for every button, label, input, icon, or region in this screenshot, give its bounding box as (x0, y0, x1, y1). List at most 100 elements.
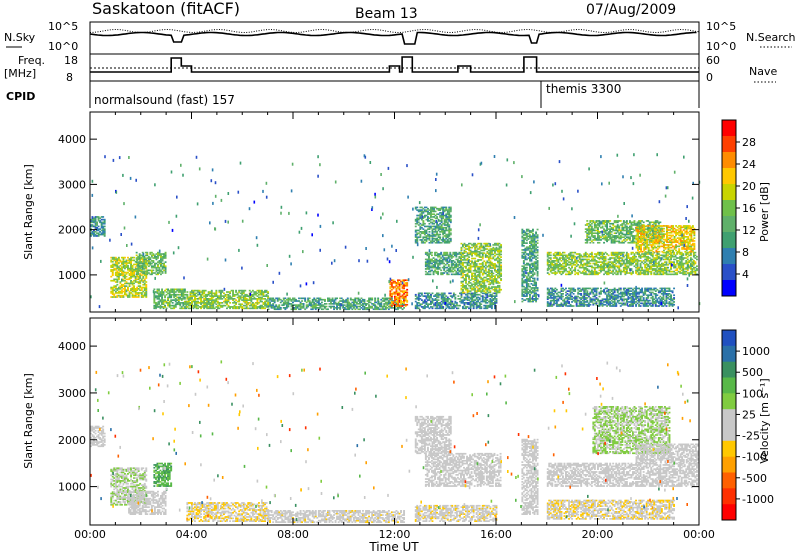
power-echo-cell (97, 228, 100, 230)
power-echo-cell (155, 266, 158, 269)
power-echo-cell (536, 239, 539, 242)
power-echo-cell (119, 290, 122, 293)
power-echo-cell (116, 258, 119, 260)
power-echo-cell (446, 251, 449, 254)
power-echo-cell (121, 273, 123, 275)
power-echo-cell (125, 259, 128, 262)
power-echo-cell (97, 217, 100, 220)
power-echo-cell (131, 286, 134, 289)
power-echo-cell (143, 268, 146, 270)
power-echo-cell (130, 256, 133, 259)
power-echo-cell (157, 273, 159, 276)
power-echo-region (135, 251, 167, 276)
power-echo-cell (165, 288, 168, 291)
power-echo-cell (536, 228, 539, 231)
power-echo-cell (130, 288, 133, 290)
power-echo-cell (139, 289, 142, 292)
power-echo-cell (161, 292, 164, 295)
power-echo-cell (122, 274, 125, 277)
power-echo-cell (363, 298, 366, 301)
power-echo-cell (174, 295, 177, 297)
power-echo-cell (110, 266, 113, 268)
power-echo-cell (99, 228, 102, 230)
power-echo-cell (128, 278, 131, 281)
power-echo-cell (164, 254, 167, 257)
power-echo-cell (113, 264, 116, 267)
nsearch-label: N.Search (746, 31, 796, 44)
power-echo-cell (484, 284, 487, 287)
power-echo-cell (128, 290, 131, 293)
power-echo-cell (135, 257, 138, 259)
power-echo-cell (133, 279, 136, 282)
power-echo-cell (110, 275, 113, 278)
power-echo-cell (163, 269, 166, 272)
power-echo-cell (164, 268, 167, 270)
power-echo-cell (160, 264, 162, 266)
power-echo-cell (94, 220, 97, 222)
power-echo-cell (160, 262, 162, 265)
power-echo-cell (102, 216, 105, 218)
power-echo-cell (429, 273, 432, 276)
power-echo-cell (179, 303, 182, 306)
power-echo-region (521, 228, 539, 303)
power-echo-cell (449, 214, 452, 217)
beam-title: Beam 13 (355, 6, 418, 22)
power-echo-cell (116, 267, 119, 270)
power-echo-cell (142, 277, 145, 279)
power-echo-cell (500, 256, 503, 258)
power-echo-cell (117, 277, 120, 279)
power-echo-cell (179, 291, 182, 293)
power-echo-cell (176, 293, 179, 296)
power-echo-cell (117, 258, 120, 260)
power-echo-cell (155, 253, 158, 255)
power-echo-cell (130, 263, 133, 266)
power-echo-cell (525, 266, 528, 269)
power-echo-cell (155, 258, 158, 261)
power-echo-cell (475, 263, 478, 265)
power-echo-cell (114, 288, 117, 290)
power-echo-cell (146, 262, 149, 265)
power-echo-cell (641, 266, 644, 269)
power-echo-cell (158, 288, 160, 291)
power-echo-cell (143, 292, 146, 294)
power-echo-cell (90, 220, 92, 222)
power-echo-cell (153, 304, 156, 307)
power-echo-cell (125, 294, 128, 297)
nsky-tick-top: 10^5 (48, 20, 78, 33)
power-echo-cell (403, 307, 406, 309)
power-echo-cell (93, 221, 95, 224)
power-echo-cell (124, 293, 126, 296)
power-echo-cell (96, 235, 99, 237)
power-echo-cell (440, 269, 443, 272)
power-echo-cell (134, 260, 137, 263)
power-echo-cell (114, 285, 117, 287)
power-echo-cell (150, 254, 153, 257)
power-echo-cell (124, 277, 126, 279)
power-echo-cell (459, 304, 461, 307)
power-echo-cell (137, 270, 140, 273)
power-echo-cell (163, 253, 166, 255)
power-echo-cell (449, 292, 452, 295)
power-echo-cell (182, 291, 185, 293)
power-echo-cell (102, 222, 105, 225)
power-echo-cell (173, 306, 176, 308)
power-echo-cell (124, 264, 126, 267)
power-echo-cell (168, 295, 171, 297)
power-echo-cell (133, 296, 136, 298)
power-echo-cell (157, 257, 159, 259)
power-echo-cell (100, 224, 103, 226)
power-echo-cell (122, 258, 125, 260)
power-echo-cell (137, 282, 140, 285)
power-echo-cell (182, 293, 185, 296)
nsearch-tick-bottom: 10^0 (706, 40, 736, 53)
power-echo-cell (183, 293, 186, 296)
power-echo-cell (143, 272, 146, 274)
power-echo-cell (117, 271, 120, 274)
power-echo-cell (449, 237, 452, 240)
power-echo-cell (549, 254, 552, 257)
power-echo-cell (99, 233, 102, 236)
power-echo-cell (174, 300, 177, 303)
power-echo-cell (114, 290, 117, 293)
power-echo-cell (439, 236, 442, 239)
power-echo-cell (111, 292, 114, 294)
